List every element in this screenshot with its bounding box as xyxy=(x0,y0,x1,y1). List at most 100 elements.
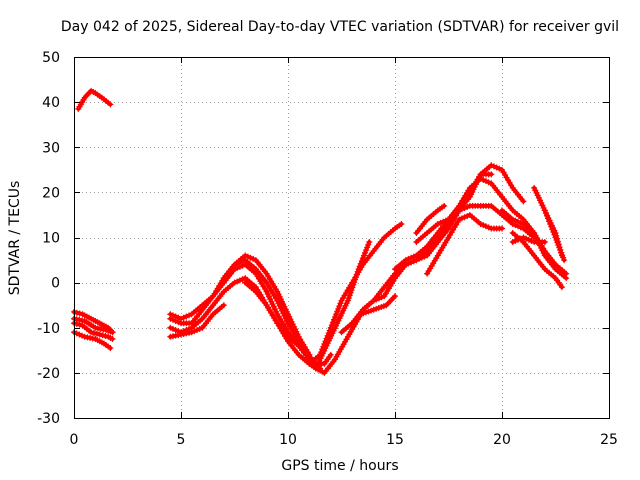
data-point-marker xyxy=(509,239,516,246)
data-point-marker xyxy=(327,351,334,358)
data-point-marker xyxy=(242,252,249,259)
data-point-marker xyxy=(547,220,554,227)
series-arc-11 xyxy=(242,279,334,367)
series-arc-24 xyxy=(509,229,565,291)
data-point-marker xyxy=(334,308,341,315)
data-point-marker xyxy=(337,300,344,307)
data-point-marker xyxy=(360,252,367,259)
data-point-marker xyxy=(485,224,492,231)
data-point-marker xyxy=(517,219,524,226)
data-point-marker xyxy=(480,222,487,229)
data-point-marker xyxy=(247,254,254,261)
data-point-marker xyxy=(365,241,372,248)
data-point-marker xyxy=(362,249,369,256)
x-tick-label: 20 xyxy=(493,432,511,448)
data-point-marker xyxy=(496,165,503,172)
series-arc-04 xyxy=(71,329,114,352)
data-point-marker xyxy=(480,176,487,183)
data-point-marker xyxy=(551,231,558,238)
data-point-marker xyxy=(346,292,353,299)
data-point-marker xyxy=(512,217,519,224)
series-arc-18 xyxy=(424,211,505,277)
data-point-marker xyxy=(440,218,447,225)
y-tick-label: -10 xyxy=(37,321,60,337)
data-point-marker xyxy=(329,319,336,326)
data-point-marker xyxy=(332,313,339,320)
data-point-marker xyxy=(220,302,227,309)
data-point-marker xyxy=(344,297,351,304)
data-point-marker xyxy=(196,325,203,332)
series-arc-23 xyxy=(541,207,568,264)
data-point-marker xyxy=(509,216,516,223)
data-point-marker xyxy=(550,229,557,236)
data-point-marker xyxy=(191,328,198,335)
data-point-marker xyxy=(351,279,358,286)
data-point-marker xyxy=(549,226,556,233)
data-point-marker xyxy=(331,316,338,323)
data-point-marker xyxy=(194,327,201,334)
data-point-marker xyxy=(408,254,415,261)
data-point-marker xyxy=(398,220,405,227)
data-point-marker xyxy=(231,279,238,286)
data-point-marker xyxy=(188,329,195,336)
data-point-marker xyxy=(546,218,553,225)
y-tick-label: 10 xyxy=(42,231,60,247)
data-point-marker xyxy=(109,336,116,343)
data-point-marker xyxy=(109,329,116,336)
data-point-marker xyxy=(333,311,340,318)
x-tick-label: 15 xyxy=(386,432,404,448)
series-arc-20 xyxy=(499,207,570,277)
data-point-marker xyxy=(378,294,385,301)
data-point-marker xyxy=(515,218,522,225)
data-point-marker xyxy=(485,179,492,186)
data-point-marker xyxy=(183,313,190,320)
series-arc-17 xyxy=(413,162,527,246)
data-point-marker xyxy=(239,276,246,283)
data-point-marker xyxy=(172,317,179,324)
data-point-marker xyxy=(167,315,174,322)
data-point-marker xyxy=(167,324,174,331)
data-point-marker xyxy=(563,270,570,277)
data-point-marker xyxy=(488,171,495,178)
x-tick-label: 5 xyxy=(177,432,186,448)
data-point-marker xyxy=(352,276,359,283)
data-point-marker xyxy=(392,293,398,300)
series-arc-19 xyxy=(413,202,448,236)
data-point-marker xyxy=(488,162,495,169)
data-point-marker xyxy=(328,322,335,329)
data-point-marker xyxy=(542,210,549,217)
data-point-marker xyxy=(442,217,449,224)
data-point-marker xyxy=(354,268,361,275)
data-point-marker xyxy=(90,330,97,337)
data-point-marker xyxy=(352,273,359,280)
data-point-marker xyxy=(76,310,83,317)
y-tick-label: -30 xyxy=(37,411,60,427)
data-point-marker xyxy=(180,314,187,321)
x-tick-label: 25 xyxy=(600,432,618,448)
data-point-marker xyxy=(375,295,382,302)
data-point-marker xyxy=(76,331,83,338)
y-tick-label: 50 xyxy=(42,50,60,66)
data-point-marker xyxy=(79,332,86,339)
data-point-marker xyxy=(499,225,505,232)
data-point-marker xyxy=(558,284,565,291)
y-tick-label: 20 xyxy=(42,185,60,201)
data-point-marker xyxy=(541,207,548,214)
tick-layer: 0 5 10 15 20 25 -30 -20 -10 0 10 20 30 40 50 xyxy=(37,50,618,448)
series-arc-02 xyxy=(71,308,116,336)
data-point-marker xyxy=(373,296,380,303)
data-point-marker xyxy=(99,332,106,339)
data-point-marker xyxy=(358,257,365,264)
data-point-marker xyxy=(250,255,257,262)
data-point-marker xyxy=(169,325,176,332)
data-point-marker xyxy=(353,271,360,278)
data-point-marker xyxy=(96,331,103,338)
data-point-marker xyxy=(347,289,354,296)
data-point-marker xyxy=(545,215,552,222)
data-point-marker xyxy=(482,178,489,185)
data-point-marker xyxy=(93,330,100,337)
series-arc-01 xyxy=(75,87,114,112)
data-point-marker xyxy=(107,101,114,108)
data-point-marker xyxy=(523,235,530,242)
